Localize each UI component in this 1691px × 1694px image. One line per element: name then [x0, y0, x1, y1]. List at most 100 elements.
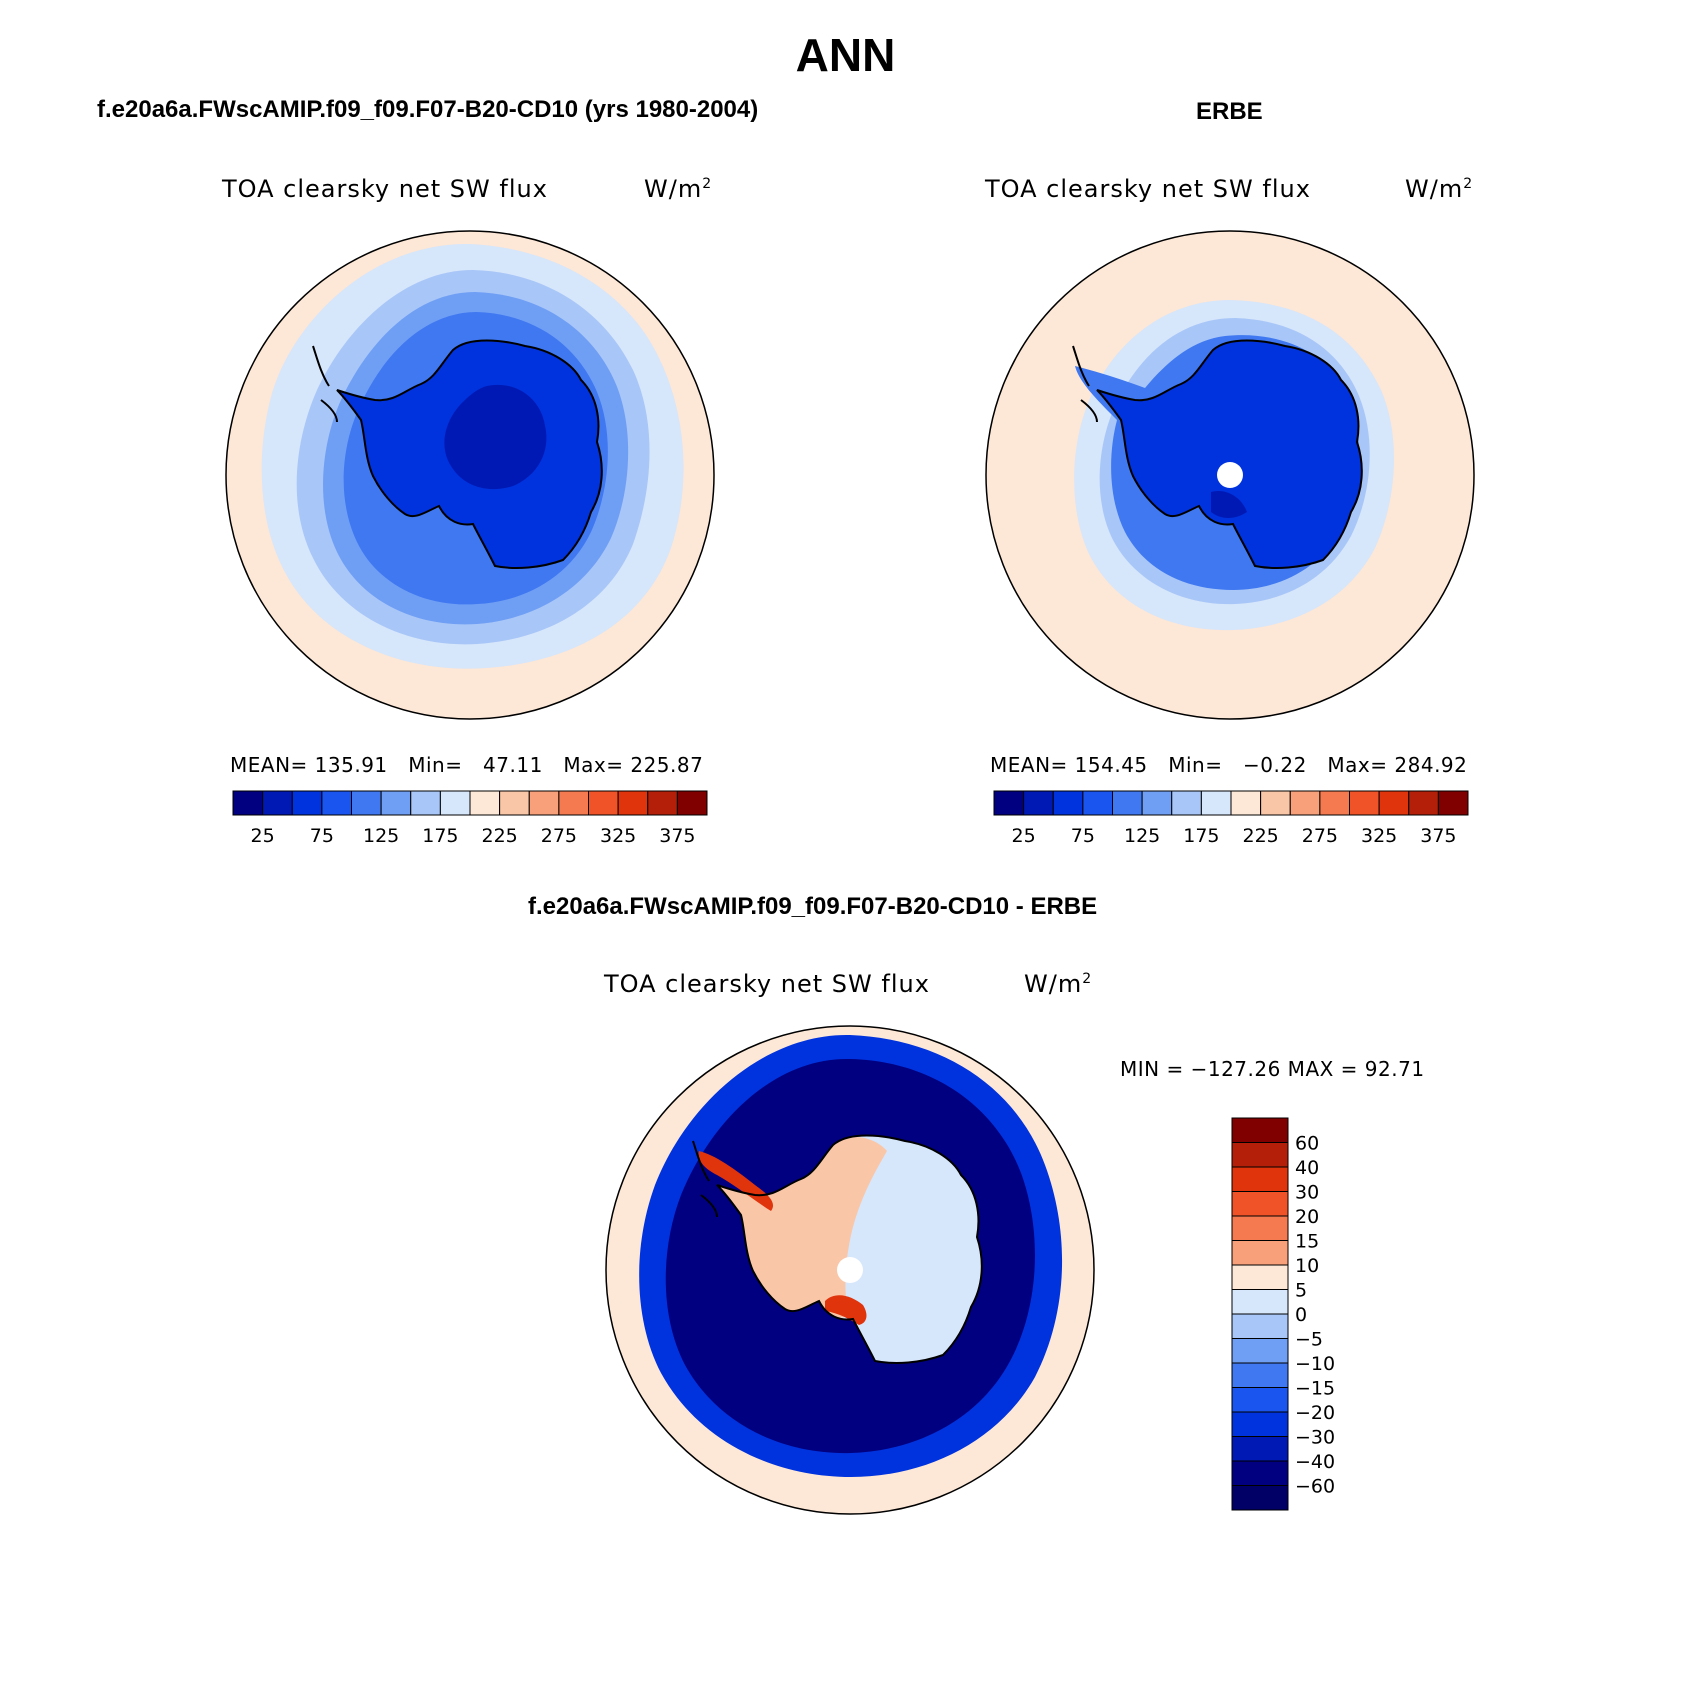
obs-colorbar-swatch [1141, 790, 1173, 816]
model-colorbar-swatch [617, 790, 649, 816]
model-colorbar-tick-label: 75 [310, 825, 334, 847]
diff-colorbar-tick-label: −40 [1295, 1451, 1335, 1473]
model-colorbar-swatch [499, 790, 530, 816]
diff-colorbar-tick-label: 20 [1295, 1206, 1319, 1228]
model-colorbar-swatch [469, 790, 501, 816]
model-stats: MEAN= 135.91 Min= 47.11 Max= 225.87 [230, 753, 704, 777]
diff-colorbar-swatch [1231, 1411, 1289, 1437]
model-colorbar-swatch [321, 790, 352, 816]
model-colorbar-tick-label: 175 [422, 825, 458, 847]
diff-colorbar-tick-label: 15 [1295, 1231, 1319, 1253]
model-units-label: W/m2 [644, 175, 713, 203]
obs-colorbar-swatch [1023, 790, 1054, 816]
diff-colorbar-swatch [1231, 1338, 1289, 1364]
diff-panel-title: f.e20a6a.FWscAMIP.f09_f09.F07-B20-CD10 -… [528, 893, 1098, 920]
obs-peninsula-coast [1072, 345, 1098, 423]
obs-panel-title: ERBE [1196, 98, 1263, 125]
page-title: ANN [795, 29, 896, 81]
model-colorbar-tick-label: 225 [481, 825, 517, 847]
obs-colorbar-tick-label: 375 [1420, 825, 1456, 847]
diff-colorbar-swatch [1231, 1191, 1289, 1217]
model-colorbar-swatch [232, 790, 264, 816]
obs-colorbar-tick-label: 25 [1012, 825, 1036, 847]
obs-ross-embayment-minimum [1211, 490, 1247, 518]
obs-stats: MEAN= 154.45 Min= −0.22 Max= 284.92 [990, 753, 1468, 777]
diff-colorbar-swatch [1231, 1289, 1289, 1315]
model-colorbar-swatch [410, 790, 441, 816]
diff-colorbar-tick-label: 0 [1295, 1304, 1307, 1326]
obs-antarctica-land [1097, 340, 1362, 568]
diff-colorbar-swatch [1231, 1436, 1289, 1462]
obs-colorbar-tick-label: 125 [1124, 825, 1160, 847]
obs-colorbar-swatch [1349, 790, 1380, 816]
diff-pole-hole [837, 1257, 863, 1283]
model-colorbar-tick-label: 125 [363, 825, 399, 847]
model-colorbar-tick-label: 25 [251, 825, 275, 847]
model-colorbar-swatch [351, 790, 382, 816]
diff-peninsula-positive-max [698, 1151, 774, 1211]
diff-colorbar-swatch [1231, 1264, 1289, 1290]
model-colorbar-swatch [588, 790, 619, 816]
obs-colorbar-tick-label: 275 [1302, 825, 1338, 847]
obs-colorbar-tick-label: 325 [1361, 825, 1397, 847]
diff-colorbar-tick-label: −15 [1295, 1378, 1335, 1400]
obs-colorbar-swatch [1289, 790, 1321, 816]
model-colorbar-swatch [647, 790, 678, 816]
obs-colorbar-tick-label: 175 [1183, 825, 1219, 847]
diff-colorbar-tick-label: −5 [1295, 1329, 1323, 1351]
obs-map-border [985, 230, 1475, 720]
model-coastline [336, 339, 603, 569]
model-variable-label: TOA clearsky net SW flux [222, 175, 548, 203]
model-panel-title: f.e20a6a.FWscAMIP.f09_f09.F07-B20-CD10 (… [97, 96, 759, 123]
obs-polar-map [985, 230, 1475, 720]
model-colorbar-swatch [262, 790, 293, 816]
model-polar-map [225, 230, 715, 720]
obs-units-label: W/m2 [1405, 175, 1474, 203]
diff-colorbar-tick-label: 60 [1295, 1133, 1319, 1155]
diff-colorbar-swatch [1231, 1313, 1289, 1339]
obs-colorbar-swatch [1260, 790, 1291, 816]
diff-colorbar-swatch [1231, 1215, 1289, 1241]
diff-colorbar-tick-label: −20 [1295, 1402, 1335, 1424]
obs-coastline [1096, 339, 1363, 569]
diff-ross-positive-max [825, 1295, 867, 1325]
obs-colorbar-tick-label: 75 [1071, 825, 1095, 847]
diff-peninsula-coast [692, 1140, 718, 1218]
diff-colorbar-swatch [1231, 1166, 1289, 1192]
diff-colorbar-swatch [1231, 1362, 1289, 1388]
obs-pole-hole [1217, 462, 1243, 488]
model-colorbar-swatch [558, 790, 589, 816]
diff-colorbar-tick-label: 30 [1295, 1182, 1319, 1204]
obs-colorbar-swatch [1171, 790, 1202, 816]
obs-colorbar-swatch [1112, 790, 1143, 816]
model-colorbar-tick-label: 375 [659, 825, 695, 847]
obs-colorbar: 25 75 125 175 225 275 325 375 [993, 790, 1469, 847]
obs-colorbar-swatch [1082, 790, 1113, 816]
diff-units-label: W/m2 [1024, 970, 1093, 998]
model-colorbar-swatch [528, 790, 560, 816]
obs-colorbar-swatch [993, 790, 1025, 816]
diff-colorbar-tick-label: 5 [1295, 1280, 1307, 1302]
model-colorbar: 25 75 125 175 225 275 325 375 [232, 790, 708, 847]
model-peninsula-coast [312, 345, 338, 423]
diff-colorbar-tick-label: 40 [1295, 1157, 1319, 1179]
model-interior-minimum [444, 384, 547, 490]
model-colorbar-swatch [676, 790, 708, 816]
model-colorbar-swatch [439, 790, 471, 816]
diff-colorbar-tick-label: 10 [1295, 1255, 1319, 1277]
diff-variable-label: TOA clearsky net SW flux [604, 970, 930, 998]
diff-colorbar-swatch [1231, 1142, 1289, 1168]
diff-min-max-label: MIN = −127.26 MAX = 92.71 [1120, 1057, 1425, 1081]
obs-colorbar-tick-label: 225 [1242, 825, 1278, 847]
obs-colorbar-swatch [1408, 790, 1439, 816]
diff-colorbar-tick-label: −60 [1295, 1476, 1335, 1498]
diff-map-border [605, 1025, 1095, 1515]
model-colorbar-tick-label: 275 [541, 825, 577, 847]
model-colorbar-swatch [291, 790, 323, 816]
model-map-border [225, 230, 715, 720]
diff-colorbar-tick-label: −30 [1295, 1427, 1335, 1449]
diff-colorbar-tick-label: −10 [1295, 1353, 1335, 1375]
diff-colorbar-swatch [1231, 1460, 1289, 1486]
obs-colorbar-swatch [1319, 790, 1350, 816]
